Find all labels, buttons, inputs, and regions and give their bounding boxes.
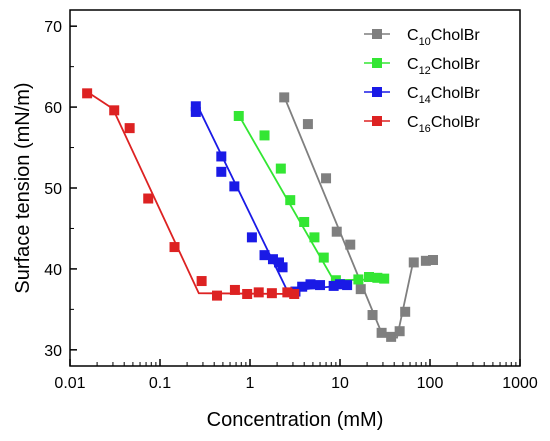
data-point — [420, 255, 431, 266]
data-point — [318, 252, 329, 263]
legend-label: C14CholBr — [407, 85, 480, 106]
data-point — [400, 306, 411, 317]
data-point — [282, 287, 293, 298]
data-point — [428, 255, 439, 266]
data-point — [285, 195, 296, 206]
data-point — [394, 326, 405, 337]
data-point — [299, 216, 310, 227]
data-point — [246, 232, 257, 243]
data-point — [275, 163, 286, 174]
data-point — [229, 181, 240, 192]
data-point — [302, 119, 313, 130]
data-markers — [82, 88, 439, 342]
data-point — [109, 105, 120, 116]
y-tick-label: 50 — [44, 181, 62, 198]
data-point — [315, 280, 326, 291]
data-point — [372, 272, 383, 283]
data-point — [216, 166, 227, 177]
x-tick-label: 1 — [246, 375, 255, 392]
data-point — [279, 92, 290, 103]
data-point — [259, 250, 270, 261]
plot-area — [69, 9, 521, 367]
data-point — [345, 239, 356, 250]
legend-label: C10CholBr — [407, 27, 480, 48]
data-point — [242, 288, 253, 299]
data-point — [212, 290, 223, 301]
y-tick-label: 70 — [44, 19, 62, 36]
x-axis-title: Concentration (mM) — [207, 409, 384, 431]
data-point — [309, 232, 320, 243]
y-axis-ticks: 30 40 50 60 70 — [44, 19, 77, 360]
data-point — [321, 173, 332, 184]
data-point — [353, 274, 364, 285]
data-point — [376, 327, 387, 338]
data-point — [267, 254, 278, 265]
data-point — [190, 101, 201, 112]
data-point — [216, 151, 227, 162]
legend-label: C16CholBr — [407, 114, 480, 135]
data-point — [124, 123, 135, 134]
data-point — [143, 193, 154, 204]
data-point — [363, 272, 374, 282]
data-point — [386, 331, 397, 342]
data-point — [259, 130, 270, 141]
legend: C10CholBr C12CholBr C14CholBr C16CholBr — [364, 27, 480, 135]
x-tick-label: 10 — [331, 375, 349, 392]
y-axis-title: Surface tension (mN/m) — [12, 82, 34, 293]
plot-frame — [69, 9, 521, 367]
data-point — [331, 226, 342, 237]
data-point — [253, 287, 264, 298]
y-tick-label: 40 — [44, 262, 62, 279]
data-point — [355, 284, 366, 295]
data-point — [297, 281, 308, 292]
data-point — [190, 106, 201, 117]
data-point — [82, 88, 93, 99]
y-tick-label: 30 — [44, 343, 62, 360]
data-point — [342, 280, 353, 291]
x-tick-label: 0.1 — [149, 375, 171, 392]
data-point — [233, 110, 244, 121]
data-point — [335, 279, 345, 290]
y-tick-label: 60 — [44, 100, 62, 117]
data-point — [196, 276, 207, 287]
data-point — [379, 273, 390, 284]
data-point — [229, 284, 240, 295]
data-point — [169, 242, 180, 253]
data-point — [277, 262, 288, 273]
x-tick-label: 100 — [417, 375, 444, 392]
x-axis-ticks: 0.01 0.1 1 10 100 1000 — [54, 359, 538, 392]
data-point — [305, 279, 316, 290]
data-point — [266, 288, 277, 299]
data-point — [328, 280, 339, 291]
legend-label: C12CholBr — [407, 56, 480, 77]
data-point — [367, 310, 378, 321]
x-tick-label: 0.01 — [54, 375, 85, 392]
data-point — [408, 257, 419, 268]
x-tick-label: 1000 — [502, 375, 538, 392]
data-point — [289, 288, 300, 299]
